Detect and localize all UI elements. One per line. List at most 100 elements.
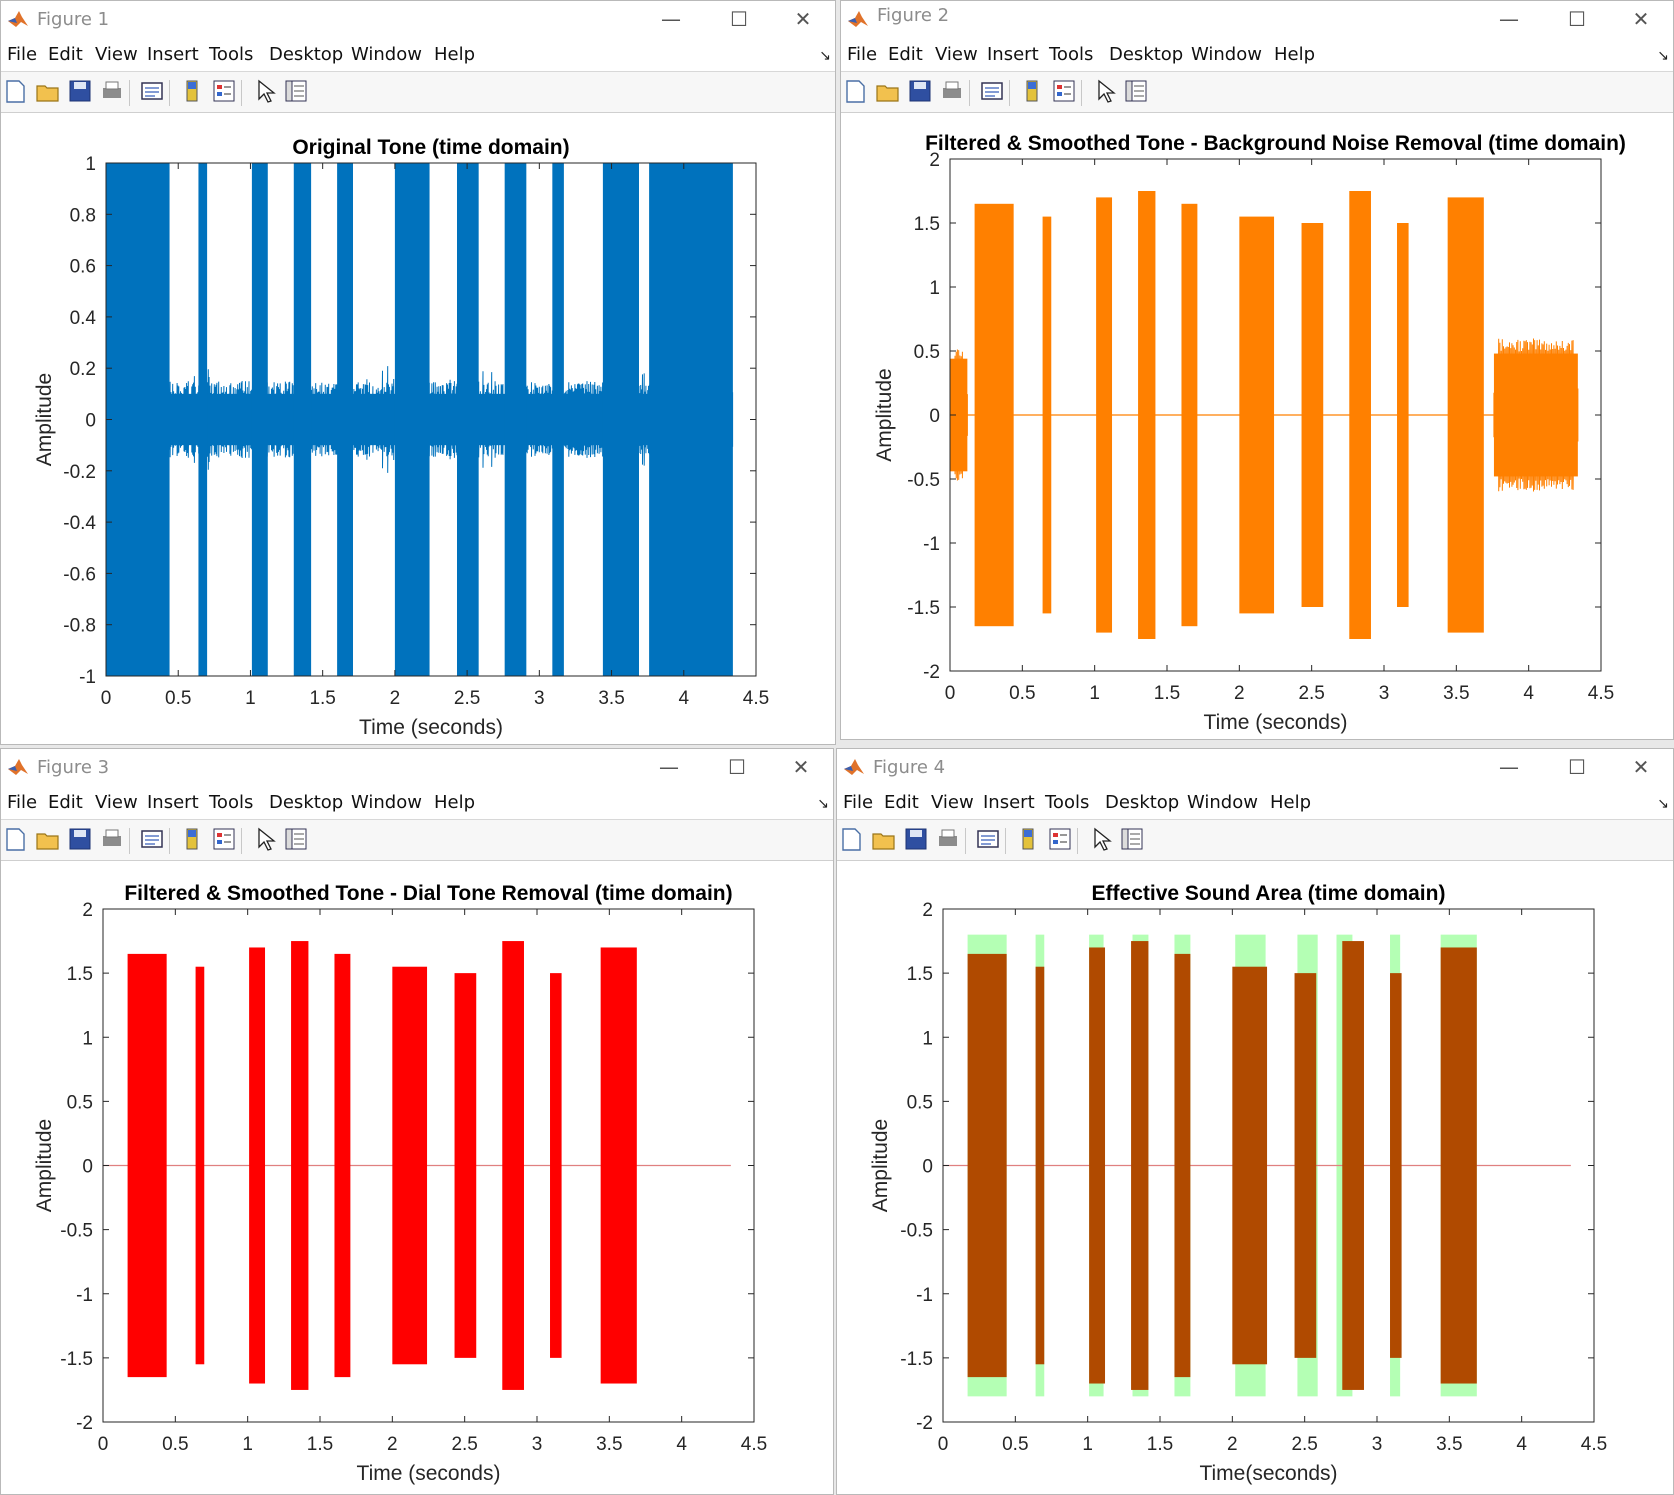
menu-tools[interactable]: Tools bbox=[1045, 792, 1090, 813]
save-icon[interactable] bbox=[67, 78, 93, 104]
chart-axes[interactable]: 0 0.5 1 1.5 2 2.5 3 3.5 4 4.5 2 1.5 1 0.5 0 -0.5 -1 -1.5 -… bbox=[1, 861, 833, 1495]
close-button[interactable]: ✕ bbox=[792, 755, 810, 779]
maximize-button[interactable]: ☐ bbox=[1568, 7, 1586, 31]
legend-icon[interactable] bbox=[1047, 826, 1073, 852]
dock-figure-icon[interactable]: ↘ bbox=[817, 795, 829, 811]
menu-file[interactable]: File bbox=[7, 44, 38, 65]
menu-file[interactable]: File bbox=[847, 44, 878, 65]
dock-figure-icon[interactable]: ↘ bbox=[1657, 795, 1669, 811]
maximize-button[interactable]: ☐ bbox=[730, 7, 748, 31]
y-tick-label: 1.5 bbox=[907, 964, 933, 985]
print-icon[interactable] bbox=[99, 78, 125, 104]
legend-icon[interactable] bbox=[211, 826, 237, 852]
menu-insert[interactable]: Insert bbox=[147, 792, 199, 813]
link-icon[interactable] bbox=[979, 78, 1005, 104]
chart-axes[interactable]: 0 0.5 1 1.5 2 2.5 3 3.5 4 4.5 1 0.8 0.6 0.4 0.2 0 -0.2 -0… bbox=[1, 113, 835, 745]
pointer-icon[interactable] bbox=[1087, 826, 1113, 852]
title-bar[interactable]: Figure 2 — ☐ ✕ bbox=[841, 1, 1673, 37]
tone-burst-10 bbox=[1440, 947, 1477, 1384]
toolbar-separator bbox=[965, 828, 966, 854]
menu-help[interactable]: Help bbox=[434, 792, 476, 813]
minimize-button[interactable]: — bbox=[661, 7, 681, 31]
x-tick-label: 3 bbox=[1379, 683, 1390, 704]
menu-insert[interactable]: Insert bbox=[147, 44, 199, 65]
menu-view[interactable]: View bbox=[931, 792, 974, 813]
menu-edit[interactable]: Edit bbox=[888, 44, 923, 65]
close-button[interactable]: ✕ bbox=[1632, 755, 1650, 779]
menu-file[interactable]: File bbox=[7, 792, 38, 813]
colorbar-icon[interactable] bbox=[1015, 826, 1041, 852]
close-button[interactable]: ✕ bbox=[1632, 7, 1650, 31]
property-inspector-icon[interactable] bbox=[1123, 78, 1149, 104]
menu-desktop[interactable]: Desktop bbox=[269, 44, 344, 65]
menu-desktop[interactable]: Desktop bbox=[1109, 44, 1184, 65]
menu-help[interactable]: Help bbox=[1274, 44, 1316, 65]
menu-window[interactable]: Window bbox=[351, 792, 422, 813]
x-tick-label: 0.5 bbox=[165, 688, 191, 709]
menu-help[interactable]: Help bbox=[434, 44, 476, 65]
colorbar-icon[interactable] bbox=[1019, 78, 1045, 104]
save-icon[interactable] bbox=[903, 826, 929, 852]
new-figure-icon[interactable] bbox=[839, 826, 865, 852]
minimize-button[interactable]: — bbox=[1499, 755, 1519, 779]
new-figure-icon[interactable] bbox=[3, 78, 29, 104]
print-icon[interactable] bbox=[939, 78, 965, 104]
colorbar-icon[interactable] bbox=[179, 78, 205, 104]
menu-window[interactable]: Window bbox=[351, 44, 422, 65]
maximize-button[interactable]: ☐ bbox=[1568, 755, 1586, 779]
menu-view[interactable]: View bbox=[95, 792, 138, 813]
open-file-icon[interactable] bbox=[35, 826, 61, 852]
menu-view[interactable]: View bbox=[935, 44, 978, 65]
menu-help[interactable]: Help bbox=[1270, 792, 1312, 813]
menu-view[interactable]: View bbox=[95, 44, 138, 65]
window-title: Figure 2 bbox=[877, 5, 950, 26]
link-icon[interactable] bbox=[139, 826, 165, 852]
title-bar[interactable]: Figure 4 — ☐ ✕ bbox=[837, 749, 1673, 785]
chart-axes[interactable]: 0 0.5 1 1.5 2 2.5 3 3.5 4 4.5 2 1.5 1 0.5 0 -0.5 -1 -1.5 -… bbox=[841, 113, 1673, 740]
menu-desktop[interactable]: Desktop bbox=[1105, 792, 1180, 813]
legend-icon[interactable] bbox=[1051, 78, 1077, 104]
menu-edit[interactable]: Edit bbox=[48, 44, 83, 65]
property-inspector-icon[interactable] bbox=[283, 78, 309, 104]
open-file-icon[interactable] bbox=[35, 78, 61, 104]
x-tick-label: 2.5 bbox=[1291, 1434, 1317, 1455]
property-inspector-icon[interactable] bbox=[283, 826, 309, 852]
colorbar-icon[interactable] bbox=[179, 826, 205, 852]
print-icon[interactable] bbox=[935, 826, 961, 852]
title-bar[interactable]: Figure 3 — ☐ ✕ bbox=[1, 749, 833, 785]
link-icon[interactable] bbox=[139, 78, 165, 104]
link-icon[interactable] bbox=[975, 826, 1001, 852]
maximize-button[interactable]: ☐ bbox=[728, 755, 746, 779]
print-icon[interactable] bbox=[99, 826, 125, 852]
menu-tools[interactable]: Tools bbox=[209, 44, 254, 65]
menu-insert[interactable]: Insert bbox=[983, 792, 1035, 813]
menu-file[interactable]: File bbox=[843, 792, 874, 813]
dock-figure-icon[interactable]: ↘ bbox=[1657, 47, 1669, 63]
legend-icon[interactable] bbox=[211, 78, 237, 104]
close-button[interactable]: ✕ bbox=[794, 7, 812, 31]
property-inspector-icon[interactable] bbox=[1119, 826, 1145, 852]
menu-edit[interactable]: Edit bbox=[884, 792, 919, 813]
new-figure-icon[interactable] bbox=[3, 826, 29, 852]
chart-axes[interactable]: 0 0.5 1 1.5 2 2.5 3 3.5 4 4.5 2 1.5 1 0.5 0 -0.5 -1 -1.5 -… bbox=[837, 861, 1673, 1495]
menu-tools[interactable]: Tools bbox=[209, 792, 254, 813]
minimize-button[interactable]: — bbox=[659, 755, 679, 779]
pointer-icon[interactable] bbox=[1091, 78, 1117, 104]
tone-burst-5 bbox=[1174, 953, 1191, 1378]
menu-tools[interactable]: Tools bbox=[1049, 44, 1094, 65]
menu-insert[interactable]: Insert bbox=[987, 44, 1039, 65]
pointer-icon[interactable] bbox=[251, 826, 277, 852]
pointer-icon[interactable] bbox=[251, 78, 277, 104]
menu-edit[interactable]: Edit bbox=[48, 792, 83, 813]
open-file-icon[interactable] bbox=[875, 78, 901, 104]
menu-window[interactable]: Window bbox=[1191, 44, 1262, 65]
menu-window[interactable]: Window bbox=[1187, 792, 1258, 813]
save-icon[interactable] bbox=[907, 78, 933, 104]
dock-figure-icon[interactable]: ↘ bbox=[819, 47, 831, 63]
menu-desktop[interactable]: Desktop bbox=[269, 792, 344, 813]
minimize-button[interactable]: — bbox=[1499, 7, 1519, 31]
title-bar[interactable]: Figure 1 — ☐ ✕ bbox=[1, 1, 835, 37]
new-figure-icon[interactable] bbox=[843, 78, 869, 104]
save-icon[interactable] bbox=[67, 826, 93, 852]
open-file-icon[interactable] bbox=[871, 826, 897, 852]
